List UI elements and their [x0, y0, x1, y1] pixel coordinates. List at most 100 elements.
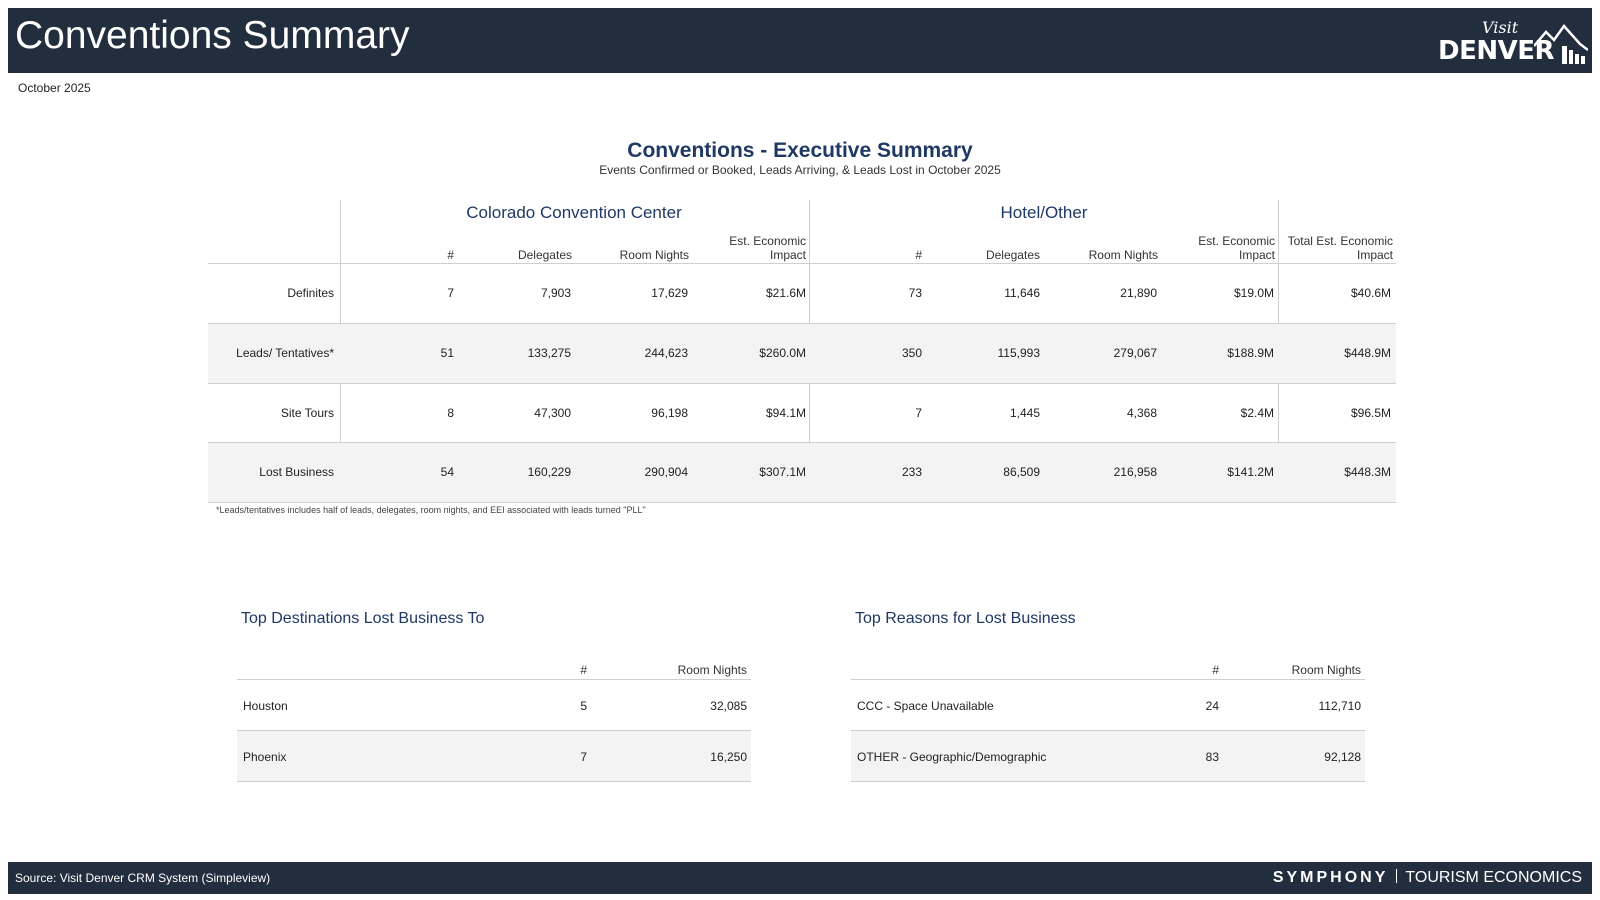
destination-name: Houston — [243, 699, 288, 713]
col-total-eei-line2: Impact — [1356, 248, 1393, 262]
ccc-delegates: 7,903 — [540, 286, 571, 300]
reason-room-nights: 112,710 — [1318, 699, 1362, 713]
col-hotel-delegates: Delegates — [985, 248, 1040, 262]
hotel-delegates: 115,993 — [997, 346, 1041, 360]
col-ccc-delegates: Delegates — [517, 248, 572, 262]
col-hotel-eei: Est. Economic Impact — [1170, 234, 1275, 262]
ccc-eei: $307.1M — [759, 465, 806, 479]
visit-denver-logo: Visit DENVER — [1438, 18, 1588, 70]
reasons-header: # Room Nights — [851, 661, 1365, 680]
hotel-delegates: 11,646 — [1004, 286, 1040, 300]
reason-count: 83 — [1205, 750, 1219, 764]
group-title-ccc: Colorado Convention Center — [466, 203, 682, 222]
reasons-title: Top Reasons for Lost Business — [855, 610, 1076, 627]
hotel-count: 233 — [901, 465, 922, 479]
hotel-eei: $19.0M — [1233, 286, 1274, 300]
row-label: Site Tours — [280, 406, 334, 420]
source-note: Source: Visit Denver CRM System (Simplev… — [15, 871, 271, 885]
hotel-eei: $2.4M — [1240, 406, 1274, 420]
ccc-count: 7 — [447, 286, 454, 300]
ccc-room-nights: 96,198 — [651, 406, 688, 420]
hotel-count: 73 — [908, 286, 922, 300]
brand-symphony: SYMPHONY — [1272, 869, 1389, 886]
destinations-title: Top Destinations Lost Business To — [241, 610, 485, 627]
exec-summary-subtitle: Events Confirmed or Booked, Leads Arrivi… — [599, 163, 1001, 177]
total-eei: $448.9M — [1344, 346, 1391, 360]
ccc-eei: $21.6M — [765, 286, 806, 300]
ccc-eei: $260.0M — [759, 346, 806, 360]
destination-count: 7 — [580, 750, 587, 764]
hotel-count: 350 — [901, 346, 922, 360]
destination-count: 5 — [580, 699, 587, 713]
total-eei: $448.3M — [1344, 465, 1391, 479]
col-ccc-eei: Est. Economic Impact — [700, 234, 806, 262]
brand-tourism-economics: TOURISM ECONOMICS — [1405, 869, 1582, 886]
header-bar: Conventions Summary Visit DENVER — [8, 8, 1592, 73]
report-period: October 2025 — [18, 81, 91, 95]
footer-bar: Source: Visit Denver CRM System (Simplev… — [8, 862, 1592, 894]
hotel-eei: $141.2M — [1227, 465, 1274, 479]
symphony-tourism-economics-logo: SYMPHONY TOURISM ECONOMICS — [1273, 869, 1582, 887]
logo-visit-text: Visit — [1482, 18, 1519, 37]
col-count: # — [1212, 663, 1219, 677]
col-ccc-room-nights: Room Nights — [619, 248, 689, 262]
hotel-room-nights: 21,890 — [1120, 286, 1157, 300]
table-row-lost-business: Lost Business 54 160,229 290,904 $307.1M… — [208, 442, 1396, 503]
total-eei: $96.5M — [1350, 406, 1391, 420]
ccc-delegates: 133,275 — [527, 346, 571, 360]
col-ccc-eei-line2: Impact — [769, 248, 806, 262]
col-count: # — [580, 663, 587, 677]
col-total-eei-line1: Total Est. Economic — [1287, 234, 1393, 248]
col-total-eei: Total Est. Economic Impact — [1280, 234, 1393, 262]
brand-divider — [1396, 869, 1398, 883]
reason-count: 24 — [1205, 699, 1219, 713]
destination-room-nights: 32,085 — [710, 699, 747, 713]
logo-denver-text: DENVER — [1438, 36, 1555, 66]
page-title: Conventions Summary — [15, 14, 410, 57]
ccc-delegates: 47,300 — [534, 406, 571, 420]
col-hotel-count: # — [915, 248, 922, 262]
table-row: OTHER - Geographic/Demographic 83 92,128 — [851, 731, 1365, 782]
ccc-delegates: 160,229 — [527, 465, 571, 479]
col-hotel-eei-line1: Est. Economic — [1198, 234, 1275, 248]
exec-summary-title: Conventions - Executive Summary — [627, 139, 973, 162]
reason-name: OTHER - Geographic/Demographic — [857, 750, 1047, 764]
total-eei: $40.6M — [1350, 286, 1391, 300]
ccc-room-nights: 244,623 — [644, 346, 688, 360]
col-room-nights: Room Nights — [1291, 663, 1361, 677]
ccc-count: 54 — [440, 465, 454, 479]
col-ccc-eei-line1: Est. Economic — [729, 234, 806, 248]
table-row: Phoenix 7 16,250 — [237, 731, 751, 782]
hotel-room-nights: 279,067 — [1113, 346, 1157, 360]
col-hotel-room-nights: Room Nights — [1088, 248, 1158, 262]
hotel-count: 7 — [915, 406, 922, 420]
ccc-count: 51 — [440, 346, 454, 360]
ccc-count: 8 — [447, 406, 454, 420]
col-ccc-count: # — [447, 248, 454, 262]
table-row-site-tours: Site Tours 8 47,300 96,198 $94.1M 7 1,44… — [208, 383, 1396, 443]
row-label: Definites — [287, 286, 334, 300]
hotel-eei: $188.9M — [1227, 346, 1274, 360]
row-label: Leads/ Tentatives* — [236, 346, 334, 360]
table-row-leads-tentatives: Leads/ Tentatives* 51 133,275 244,623 $2… — [208, 323, 1396, 383]
ccc-room-nights: 17,629 — [651, 286, 688, 300]
hotel-delegates: 1,445 — [1009, 406, 1040, 420]
destination-room-nights: 16,250 — [710, 750, 747, 764]
hotel-room-nights: 216,958 — [1113, 465, 1157, 479]
hotel-room-nights: 4,368 — [1126, 406, 1157, 420]
table-row-definites: Definites 7 7,903 17,629 $21.6M 73 11,64… — [208, 263, 1396, 323]
table-row: Houston 5 32,085 — [237, 680, 751, 731]
table-row: CCC - Space Unavailable 24 112,710 — [851, 680, 1365, 731]
row-label: Lost Business — [259, 465, 334, 479]
ccc-eei: $94.1M — [765, 406, 806, 420]
mountain-skyline-icon — [1534, 24, 1588, 64]
reason-room-nights: 92,128 — [1324, 750, 1361, 764]
hotel-delegates: 86,509 — [1003, 465, 1040, 479]
table-footnote: *Leads/tentatives includes half of leads… — [216, 505, 646, 515]
destinations-header: # Room Nights — [237, 661, 751, 680]
col-hotel-eei-line2: Impact — [1238, 248, 1275, 262]
destination-name: Phoenix — [243, 750, 287, 764]
reason-name: CCC - Space Unavailable — [857, 699, 994, 713]
group-title-hotel: Hotel/Other — [1000, 203, 1088, 222]
ccc-room-nights: 290,904 — [644, 465, 688, 479]
